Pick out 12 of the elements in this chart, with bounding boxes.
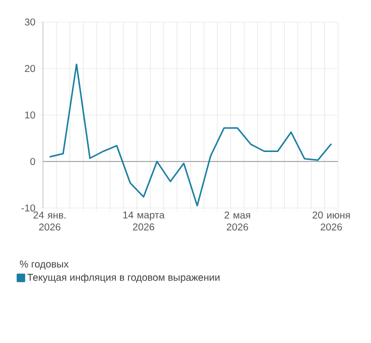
legend-label: Текущая инфляция в годовом выражении	[27, 274, 220, 283]
y-tick-label: 20	[24, 64, 36, 72]
y-tick-label: -10	[22, 204, 36, 212]
x-tick-label: 20 июня 2026	[312, 212, 350, 231]
x-tick-label: 14 марта 2026	[123, 212, 165, 230]
y-tick-label: 10	[25, 111, 36, 119]
line-series	[48, 64, 332, 206]
y-tick-label: 30	[24, 18, 36, 26]
text: % годовых	[20, 260, 69, 270]
y-tick-label: 0	[30, 158, 36, 166]
x-tick-label: 2 мая 2026	[224, 212, 250, 231]
x-tick-label: 24 янв. 2026	[34, 212, 66, 231]
